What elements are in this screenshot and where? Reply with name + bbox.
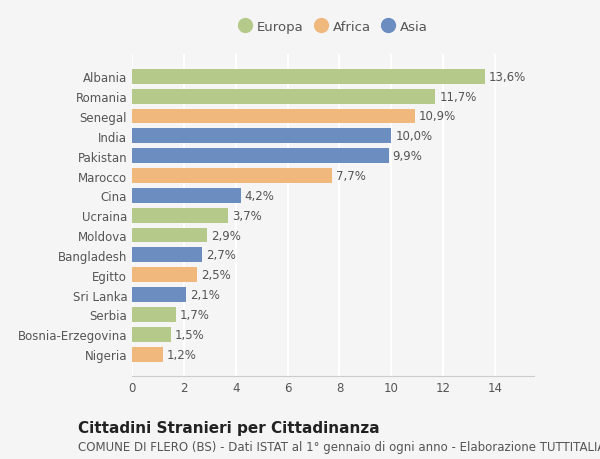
Text: 3,7%: 3,7%: [232, 209, 262, 222]
Bar: [132, 347, 163, 362]
Bar: [132, 308, 176, 322]
Text: 7,7%: 7,7%: [335, 170, 365, 183]
Bar: [132, 327, 171, 342]
Text: 11,7%: 11,7%: [439, 90, 477, 103]
Bar: [132, 189, 241, 203]
Bar: [132, 149, 389, 164]
Text: 1,5%: 1,5%: [175, 328, 205, 341]
Text: COMUNE DI FLERO (BS) - Dati ISTAT al 1° gennaio di ogni anno - Elaborazione TUTT: COMUNE DI FLERO (BS) - Dati ISTAT al 1° …: [78, 440, 600, 453]
Text: 1,7%: 1,7%: [180, 308, 210, 321]
Text: 10,9%: 10,9%: [419, 110, 456, 123]
Text: 4,2%: 4,2%: [245, 190, 275, 202]
Text: 2,7%: 2,7%: [206, 249, 236, 262]
Text: 2,1%: 2,1%: [190, 288, 220, 302]
Text: Cittadini Stranieri per Cittadinanza: Cittadini Stranieri per Cittadinanza: [78, 420, 380, 435]
Bar: [132, 70, 485, 84]
Text: 1,2%: 1,2%: [167, 348, 197, 361]
Text: 2,9%: 2,9%: [211, 229, 241, 242]
Text: 2,5%: 2,5%: [201, 269, 230, 282]
Bar: [132, 90, 436, 104]
Legend: Europa, Africa, Asia: Europa, Africa, Asia: [235, 17, 431, 38]
Bar: [132, 287, 187, 302]
Bar: [132, 268, 197, 283]
Bar: [132, 109, 415, 124]
Bar: [132, 129, 391, 144]
Text: 13,6%: 13,6%: [488, 71, 526, 84]
Text: 9,9%: 9,9%: [392, 150, 422, 163]
Bar: [132, 208, 228, 223]
Bar: [132, 248, 202, 263]
Bar: [132, 169, 332, 184]
Text: 10,0%: 10,0%: [395, 130, 433, 143]
Bar: [132, 228, 207, 243]
